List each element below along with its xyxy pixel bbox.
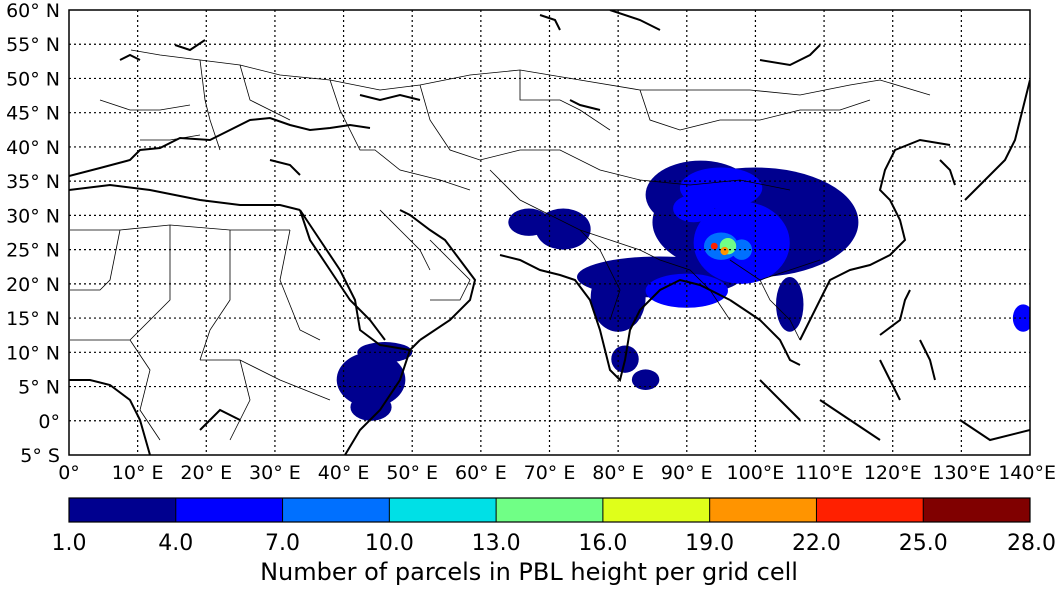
coastlines [69,10,1030,455]
colorbar-tick-label: 22.0 [792,531,841,556]
latitude-label: 50° N [6,68,60,90]
density-contour [710,242,718,250]
graticule-lines [69,10,1030,455]
longitude-label: 80° E [592,462,644,484]
colorbar-tick-label: 28.0 [1007,531,1056,556]
longitude-label: 20° E [180,462,232,484]
colorbar-tick-label: 10.0 [365,531,414,556]
density-contour [350,393,392,421]
density-contour [720,246,729,256]
colorbar-tick-label: 1.0 [52,531,87,556]
colorbar-tick-label: 7.0 [265,531,300,556]
latitude-label: 35° N [6,171,60,193]
colorbar-segment [816,498,924,522]
latitude-label: 5° S [20,445,60,467]
latitude-labels: 60° N 55° N 50° N 45° N 40° N 35° N 30° N 25° N… [6,0,60,467]
latitude-label: 5° N [18,377,60,399]
longitude-label: 30° E [249,462,301,484]
longitude-label: 10° E [112,462,164,484]
longitude-labels: 0° 10° E 20° E 30° E 40° E 50° E 60° E 70° E 80°… [58,462,1056,484]
colorbar-segment [69,498,177,522]
colorbar-segment [709,498,817,522]
colorbar [69,498,1031,522]
latitude-label: 15° N [6,308,60,330]
longitude-label: 0° [58,462,80,484]
latitude-label: 30° N [6,205,60,227]
longitude-label: 40° E [318,462,370,484]
parcel-density-contours [336,160,1030,421]
latitude-label: 45° N [6,103,60,125]
colorbar-segment [923,498,1031,522]
density-contour [590,263,646,332]
latitude-label: 60° N [6,0,60,22]
colorbar-tick-label: 13.0 [472,531,521,556]
colorbar-tick-label: 4.0 [158,531,193,556]
colorbar-segment [602,498,711,522]
longitude-label: 60° E [455,462,507,484]
longitude-label: 130°E [932,462,990,484]
colorbar-segment [282,498,390,522]
density-contour [631,369,660,390]
colorbar-title: Number of parcels in PBL height per grid… [260,558,798,586]
density-contour [673,194,715,223]
longitude-label: 50° E [386,462,438,484]
colorbar-tick-label: 25.0 [899,531,948,556]
latitude-label: 25° N [6,240,60,262]
map-frame [68,9,1031,456]
longitude-label: 120°E [864,462,922,484]
colorbar-tick-label: 16.0 [578,531,627,556]
longitude-label: 100°E [727,462,785,484]
colorbar-segment [175,498,284,522]
density-contour [776,277,804,332]
latitude-label: 0° [38,411,60,433]
density-contour [731,239,752,260]
colorbar-tick-label: 19.0 [685,531,734,556]
density-contour [508,208,550,236]
latitude-label: 20° N [6,274,60,296]
density-contour [1012,304,1030,332]
latitude-label: 55° N [6,34,60,56]
density-contour [535,208,591,250]
latitude-label: 40° N [6,137,60,159]
longitude-label: 70° E [524,462,576,484]
colorbar-segment [389,498,497,522]
colorbar-ticks: 1.0 4.0 7.0 10.0 13.0 16.0 19.0 22.0 25.0 28.0 [52,498,1056,556]
colorbar-segment [496,498,604,522]
map-content [69,10,1030,455]
country-borders [70,49,931,441]
latitude-label: 10° N [6,342,60,364]
longitude-label: 140°E [998,462,1056,484]
longitude-label: 90° E [661,462,713,484]
longitude-label: 110°E [795,462,853,484]
density-contour [336,352,406,408]
